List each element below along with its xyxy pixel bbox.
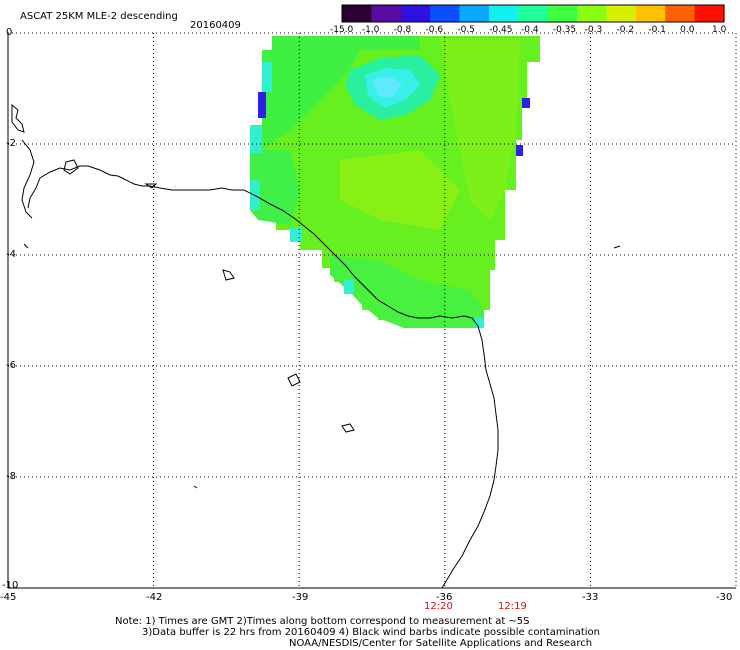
swath-yellowgreen-center <box>340 150 460 230</box>
colorbar-label: -0.1 <box>648 25 666 35</box>
colorbar-segment <box>635 5 666 22</box>
colorbar-segment <box>665 5 696 22</box>
y-label-1: -2 <box>6 138 16 149</box>
coastline <box>11 103 621 589</box>
axis-frame <box>7 33 736 589</box>
island-5 <box>341 423 355 433</box>
colorbar-segment <box>547 5 578 22</box>
grid-lines <box>8 32 737 588</box>
colorbar-label: -0.4 <box>521 25 539 35</box>
island-3 <box>222 269 235 281</box>
time-label-1: 12:20 <box>424 601 453 612</box>
x-label-3: -36 <box>436 592 453 603</box>
island-2 <box>63 159 79 175</box>
swath-cyan-edge-5 <box>344 280 354 294</box>
x-label-0: -45 <box>0 592 17 603</box>
note-line-1: Note: 1) Times are GMT 2)Times along bot… <box>115 616 530 627</box>
colorbar-segment <box>400 5 431 22</box>
island-7 <box>613 245 621 249</box>
colorbar-label: -0.6 <box>425 25 444 35</box>
colorbar-segment <box>430 5 461 22</box>
colorbar-label: -0.3 <box>584 25 603 35</box>
colorbar-label: -0.35 <box>552 25 577 35</box>
island-6 <box>23 243 29 249</box>
swath-cyan-edge-6 <box>474 318 484 328</box>
swath-cyan-edge-2 <box>250 125 262 153</box>
x-label-1: -42 <box>146 592 163 603</box>
swath-green-west <box>250 150 300 225</box>
colorbar-frame <box>341 4 725 23</box>
colorbar-segment <box>606 5 637 22</box>
swath-cyan-core <box>372 76 402 98</box>
colorbar-segment <box>342 5 372 22</box>
swath-data <box>250 36 540 328</box>
y-label-3: -6 <box>6 360 16 371</box>
colorbar-label: -0.5 <box>457 25 475 35</box>
colorbar-label: -1.0 <box>361 25 380 35</box>
colorbar-label: -15.0 <box>330 25 354 35</box>
y-label-4: -8 <box>6 471 16 482</box>
y-label-2: -4 <box>6 249 16 260</box>
x-label-4: -33 <box>582 592 599 603</box>
colorbar-label: 1.0 <box>712 25 727 35</box>
coastline-mainland <box>39 165 499 589</box>
island-9 <box>144 183 158 189</box>
island-1 <box>11 103 25 133</box>
x-label-5: -30 <box>716 592 733 603</box>
map-date: 20160409 <box>190 20 241 31</box>
swath-cyan-edge-1 <box>262 62 272 92</box>
colorbar-label: -0.8 <box>393 25 412 35</box>
colorbar-segment <box>694 5 725 22</box>
colorbar-segment <box>518 5 549 22</box>
colorbar-label: 0.0 <box>680 25 695 35</box>
colorbar-segment <box>371 5 402 22</box>
y-label-0: 0 <box>6 27 13 38</box>
swath-green-south <box>330 255 484 328</box>
colorbar-segment <box>488 5 519 22</box>
note-line-3: NOAA/NESDIS/Center for Satellite Applica… <box>289 638 593 649</box>
swath-blue-pixel-2 <box>522 98 530 108</box>
colorbar-segment <box>577 5 608 22</box>
swath-yellowgreen-east <box>440 40 520 220</box>
colorbar-label: -0.2 <box>616 25 635 35</box>
swath-green-north <box>262 36 420 150</box>
map-title: ASCAT 25KM MLE-2 descending <box>20 11 178 22</box>
colorbar-segment <box>459 5 490 22</box>
swath-cyan-edge-4 <box>290 228 302 242</box>
x-label-2: -39 <box>292 592 309 603</box>
swath-blue-pixel-3 <box>516 145 523 156</box>
colorbar <box>341 4 725 23</box>
y-label-5: -10 <box>2 580 19 591</box>
note-line-2: 3)Data buffer is 22 hrs from 20160409 4)… <box>142 627 600 638</box>
coastline-estuary <box>21 139 41 219</box>
colorbar-label: -0.45 <box>489 25 513 35</box>
island-8 <box>193 485 198 489</box>
swath-blue-pixel-1 <box>258 92 266 118</box>
time-label-2: 12:19 <box>498 601 527 612</box>
island-4 <box>287 373 301 387</box>
